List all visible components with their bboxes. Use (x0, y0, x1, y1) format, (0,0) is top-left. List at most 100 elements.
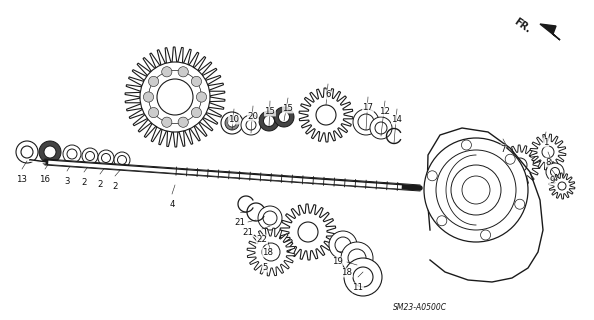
Text: 21: 21 (242, 228, 254, 237)
Circle shape (279, 111, 289, 123)
Text: 21: 21 (235, 218, 245, 227)
Circle shape (44, 146, 56, 158)
Circle shape (178, 117, 188, 127)
Text: 2: 2 (97, 180, 103, 189)
Circle shape (21, 146, 33, 158)
Circle shape (114, 152, 130, 168)
Circle shape (558, 182, 566, 190)
Circle shape (143, 92, 154, 102)
Text: 4: 4 (169, 200, 175, 209)
Circle shape (375, 122, 387, 134)
Text: 12: 12 (380, 107, 390, 116)
Circle shape (228, 119, 236, 127)
Circle shape (263, 211, 277, 225)
Polygon shape (549, 173, 575, 199)
Circle shape (353, 267, 373, 287)
Circle shape (16, 141, 38, 163)
Circle shape (358, 114, 374, 130)
Circle shape (437, 216, 447, 226)
Polygon shape (299, 88, 353, 142)
Circle shape (162, 117, 172, 127)
Circle shape (462, 176, 490, 204)
Text: 15: 15 (264, 107, 276, 116)
Text: 10: 10 (229, 115, 239, 124)
Circle shape (344, 258, 382, 296)
Text: 15: 15 (283, 104, 293, 113)
Circle shape (515, 199, 525, 209)
Circle shape (329, 231, 357, 259)
Circle shape (221, 112, 243, 134)
Circle shape (241, 115, 261, 135)
Circle shape (551, 167, 560, 177)
Polygon shape (540, 24, 560, 40)
Circle shape (424, 138, 528, 242)
Circle shape (436, 150, 516, 230)
Circle shape (451, 165, 501, 215)
Circle shape (259, 111, 279, 131)
Circle shape (148, 76, 159, 86)
Circle shape (246, 120, 256, 130)
Circle shape (67, 149, 77, 159)
Text: 18: 18 (342, 268, 352, 277)
Circle shape (118, 156, 127, 164)
Text: 1: 1 (544, 138, 549, 147)
Polygon shape (247, 228, 295, 276)
Polygon shape (530, 134, 566, 170)
Circle shape (353, 109, 379, 135)
Circle shape (427, 171, 437, 181)
Text: 13: 13 (17, 175, 27, 184)
Circle shape (39, 141, 61, 163)
Circle shape (505, 154, 515, 164)
Circle shape (258, 206, 282, 230)
Circle shape (462, 140, 472, 150)
Circle shape (542, 146, 554, 158)
Circle shape (162, 67, 172, 77)
Circle shape (225, 116, 239, 130)
Text: 2: 2 (112, 182, 118, 191)
Text: SM23-A0500C: SM23-A0500C (393, 302, 447, 311)
Polygon shape (280, 204, 336, 260)
Text: 6: 6 (326, 90, 331, 99)
Text: 8: 8 (545, 158, 551, 167)
Circle shape (197, 92, 207, 102)
Text: 16: 16 (39, 175, 50, 184)
Circle shape (264, 116, 274, 126)
Text: 18: 18 (263, 248, 273, 257)
Circle shape (178, 67, 188, 77)
Polygon shape (500, 145, 540, 185)
Text: 22: 22 (257, 235, 267, 244)
Text: 17: 17 (362, 103, 374, 112)
Circle shape (148, 108, 159, 118)
Circle shape (86, 151, 94, 161)
Circle shape (481, 230, 491, 240)
Circle shape (191, 108, 201, 118)
Circle shape (341, 242, 373, 274)
Text: 2: 2 (81, 178, 87, 187)
Circle shape (316, 105, 336, 125)
Text: FR.: FR. (512, 17, 532, 35)
Text: 9: 9 (549, 176, 555, 185)
Circle shape (191, 76, 201, 86)
Circle shape (298, 222, 318, 242)
Text: 3: 3 (64, 177, 69, 186)
Text: 20: 20 (248, 112, 258, 121)
Circle shape (274, 107, 294, 127)
Text: 7: 7 (500, 145, 505, 154)
Text: 11: 11 (352, 283, 364, 292)
Circle shape (546, 163, 564, 181)
Circle shape (63, 145, 81, 163)
Circle shape (98, 150, 114, 166)
Polygon shape (125, 47, 225, 147)
Circle shape (513, 158, 527, 172)
Text: 19: 19 (331, 257, 342, 266)
Circle shape (370, 117, 392, 139)
Text: 14: 14 (391, 115, 403, 124)
Circle shape (348, 249, 366, 267)
Circle shape (157, 79, 193, 115)
Circle shape (102, 154, 110, 163)
Circle shape (335, 237, 351, 253)
Circle shape (82, 148, 98, 164)
Text: 5: 5 (262, 263, 268, 272)
Circle shape (262, 243, 280, 261)
Circle shape (140, 62, 210, 132)
